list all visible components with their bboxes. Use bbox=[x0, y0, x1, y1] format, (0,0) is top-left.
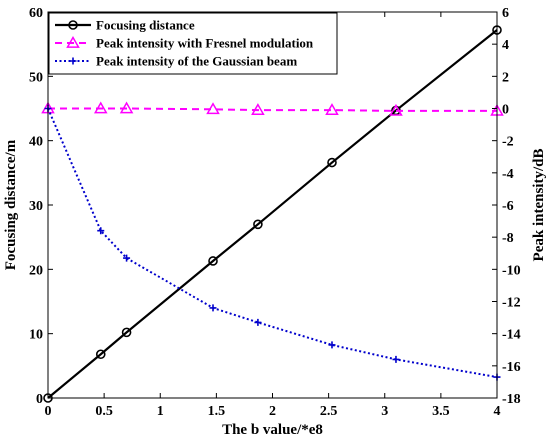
right-y-tick-label: -16 bbox=[502, 360, 521, 375]
series-line bbox=[47, 29, 498, 399]
right-y-tick-label: -6 bbox=[502, 199, 514, 214]
x-tick-label: 2.5 bbox=[320, 404, 338, 419]
right-y-tick-label: 6 bbox=[502, 6, 509, 21]
right-y-tick-label: -8 bbox=[502, 231, 514, 246]
data-point bbox=[97, 227, 105, 235]
data-point bbox=[209, 304, 217, 312]
data-point bbox=[254, 318, 262, 326]
data-point bbox=[95, 349, 106, 360]
legend-label: Peak intensity of the Gaussian beam bbox=[96, 54, 297, 69]
series-layer bbox=[41, 25, 504, 403]
data-point bbox=[121, 327, 132, 338]
series-1 bbox=[41, 101, 504, 116]
right-y-tick-label: -10 bbox=[502, 263, 521, 278]
legend-box bbox=[48, 12, 338, 75]
right-y-tick-label: 0 bbox=[502, 103, 509, 118]
data-point bbox=[93, 101, 108, 114]
series-line bbox=[47, 108, 498, 379]
legend-label: Peak intensity with Fresnel modulation bbox=[96, 36, 314, 51]
ticks-layer: 0 0.5 1 1.5 2 2.5 3 3.5 40102030405060-18-16-14-… bbox=[29, 6, 521, 419]
legend-swatch-marker bbox=[66, 35, 80, 48]
data-point bbox=[325, 103, 339, 115]
x-tick-label: 4 bbox=[494, 404, 501, 419]
data-point bbox=[123, 254, 131, 262]
x-tick-label: 0.5 bbox=[95, 404, 113, 419]
data-point bbox=[119, 101, 134, 114]
left-y-tick-label: 0 bbox=[36, 392, 43, 407]
data-point bbox=[327, 157, 337, 168]
legend-swatch-marker bbox=[68, 20, 78, 30]
series-0 bbox=[43, 25, 502, 403]
x-tick-label: 3.5 bbox=[432, 404, 450, 419]
legend-swatch-marker bbox=[69, 57, 77, 65]
x-tick-label: 0 bbox=[45, 404, 52, 419]
x-tick-label: 2 bbox=[269, 404, 276, 419]
right-y-tick-label: 4 bbox=[502, 38, 509, 53]
x-tick-label: 1.5 bbox=[208, 404, 226, 419]
right-y-tick-label: -14 bbox=[502, 328, 521, 343]
left-y-tick-label: 60 bbox=[29, 6, 43, 21]
legend-label: Focusing distance bbox=[96, 18, 195, 33]
right-y-tick-label: -2 bbox=[502, 135, 514, 150]
legend: Focusing distance Peak intensity with Fre… bbox=[48, 12, 338, 75]
right-y-tick-label: -18 bbox=[502, 392, 521, 407]
data-point bbox=[392, 355, 400, 363]
series-2 bbox=[44, 105, 501, 381]
x-axis-title: The b value/*e8 bbox=[222, 422, 323, 438]
x-tick-label: 1 bbox=[157, 404, 164, 419]
left-y-tick-label: 20 bbox=[29, 263, 43, 278]
legend-items: Focusing distance Peak intensity with Fre… bbox=[55, 18, 314, 69]
data-point bbox=[253, 219, 263, 230]
left-y-tick-label: 30 bbox=[29, 199, 43, 214]
left-y-tick-label: 50 bbox=[29, 70, 43, 85]
series-line bbox=[48, 107, 497, 112]
left-y-tick-label: 40 bbox=[29, 135, 43, 150]
data-point bbox=[328, 341, 336, 349]
right-y-tick-label: 2 bbox=[502, 70, 509, 85]
left-y-axis-title: Focusing distance/m bbox=[3, 139, 19, 270]
data-point bbox=[206, 102, 220, 115]
right-y-tick-label: -12 bbox=[502, 296, 521, 311]
data-point bbox=[208, 256, 218, 266]
right-y-tick-label: -4 bbox=[502, 167, 514, 182]
right-y-axis-title: Peak intensity/dB bbox=[531, 149, 547, 262]
left-y-tick-label: 10 bbox=[29, 328, 43, 343]
data-point bbox=[389, 103, 403, 116]
data-point bbox=[251, 103, 265, 115]
x-tick-label: 3 bbox=[381, 404, 388, 419]
